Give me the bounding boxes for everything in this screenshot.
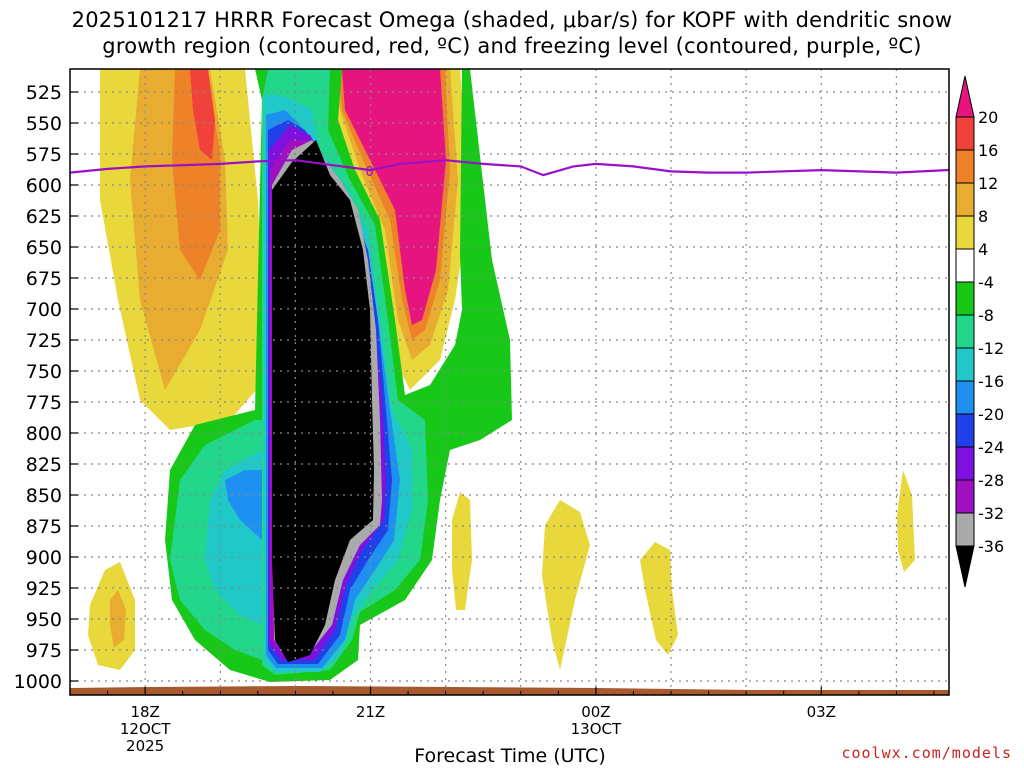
omega-contour-fill [640,542,678,655]
y-tick-label: 975 [26,640,62,662]
y-tick-label: 775 [26,392,62,414]
omega-contour-fill [97,398,130,492]
omega-contour-fill [601,622,608,655]
colorbar-bin [955,248,975,283]
colorbar-label: -24 [978,438,1004,457]
omega-contour-fill [897,69,908,95]
colorbar-bin [955,545,975,588]
colorbar-bin [955,413,975,448]
surface-ground [70,686,949,695]
x-axis-title: Forecast Time (UTC) [414,745,606,767]
y-tick-label: 825 [26,454,62,476]
colorbar-bin [955,281,975,316]
y-tick-label: 575 [26,144,62,166]
colorbar-label: -16 [978,372,1004,391]
credit-text: coolwx.com/models [841,744,1012,762]
x-tick-label: 03Z [807,703,836,721]
colorbar-label: -28 [978,471,1004,490]
y-tick-label: 800 [26,423,62,445]
y-tick-label: 925 [26,578,62,600]
y-tick-label: 950 [26,609,62,631]
omega-contour-fill [110,590,126,648]
omega-contour-fill [225,470,262,540]
colorbar-bin [955,314,975,349]
colorbar-label: -4 [978,273,994,292]
colorbar-bin [955,347,975,382]
colorbar-bin [955,182,975,217]
colorbar-bin [955,479,975,514]
y-tick-label: 675 [26,268,62,290]
colorbar-label: -36 [978,537,1004,556]
freezing-level-line [70,159,949,177]
y-tick-label: 525 [26,82,62,104]
omega-contour-fill [583,250,612,420]
freezing-level-label: 0 [366,165,374,180]
y-tick-label: 550 [26,113,62,135]
colorbar-bin [955,446,975,481]
omega-contour-fill [748,425,768,505]
colorbar-label: 4 [978,240,988,259]
y-tick-label: 600 [26,175,62,197]
omega-contour-fill [342,69,446,325]
y-tick-label: 725 [26,330,62,352]
omega-contour-fill [452,492,472,610]
colorbar-bin [955,75,975,118]
colorbar-label: -32 [978,504,1004,523]
omega-contour-fill [272,140,374,662]
omega-contour-fill [455,345,475,410]
y-tick-label: 750 [26,361,62,383]
colorbar-bin [955,116,975,151]
colorbar-bin [955,380,975,415]
colorbar-bin [955,512,975,547]
y-tick-label: 700 [26,299,62,321]
omega-contour-fill [542,500,590,670]
colorbar-label: -8 [978,306,994,325]
y-tick-label: 850 [26,485,62,507]
x-tick-label: 13OCT [571,720,622,738]
y-tick-label: 875 [26,516,62,538]
colorbar-bin [955,215,975,250]
plot-frame [69,68,950,696]
colorbar-label: 8 [978,207,988,226]
x-tick-label: 12OCT [120,720,171,738]
y-tick-label: 1000 [14,671,62,693]
y-tick-label: 625 [26,206,62,228]
colorbar-label: -20 [978,405,1004,424]
x-tick-label: 21Z [356,703,385,721]
x-tick-label: 00Z [581,703,610,721]
colorbar-label: 12 [978,174,998,193]
chart-title-line-1: 2025101217 HRRR Forecast Omega (shaded, … [71,8,953,32]
colorbar-label: 16 [978,141,998,160]
colorbar-bin [955,149,975,184]
x-tick-label: 2025 [126,737,164,755]
colorbar-label: -12 [978,339,1004,358]
colorbar-label: 20 [978,108,998,127]
chart-title-line-2: growth region (contoured, red, ºC) and f… [102,34,922,58]
y-tick-label: 900 [26,547,62,569]
y-tick-label: 650 [26,237,62,259]
x-tick-label: 18Z [130,703,159,721]
